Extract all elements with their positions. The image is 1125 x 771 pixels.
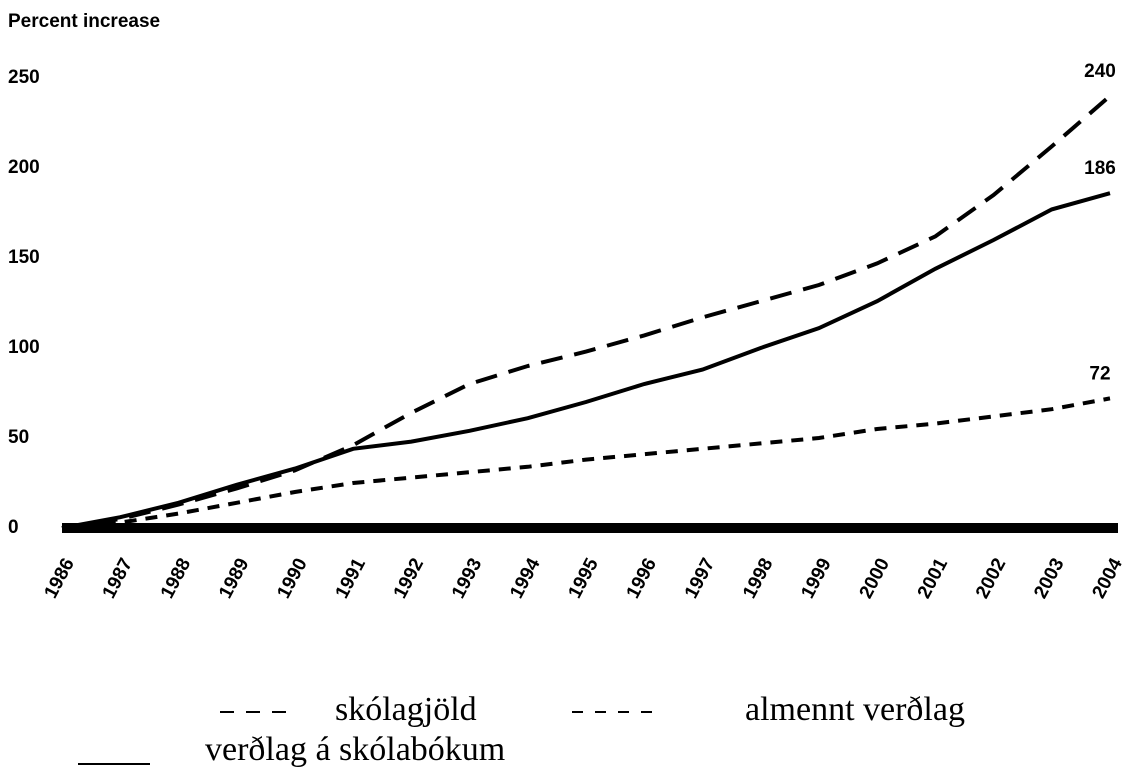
x-tick-label: 1993 [448, 555, 486, 602]
x-tick-label: 1996 [623, 555, 661, 602]
x-tick-label: 1998 [739, 555, 777, 602]
legend-label: almennt verðlag [745, 691, 965, 728]
legend-label: verðlag á skólabókum [205, 731, 505, 768]
x-tick-label: 1987 [99, 555, 137, 602]
y-tick-label: 50 [8, 427, 29, 448]
series-line [61, 94, 1112, 530]
x-tick-label: 2001 [914, 554, 953, 602]
series-line [61, 396, 1111, 530]
y-tick-label: 150 [8, 247, 40, 268]
chart-title: Percent increase [8, 11, 160, 32]
y-tick-label: 250 [8, 67, 40, 88]
x-tick-label: 2002 [972, 555, 1010, 602]
series-line [61, 191, 1111, 530]
x-tick-label: 1992 [390, 555, 428, 602]
x-tick-label: 2000 [856, 555, 894, 602]
x-tick-label: 1999 [797, 555, 835, 602]
x-tick-label: 1995 [564, 554, 603, 602]
end-label: 240 [1084, 61, 1116, 82]
x-tick-label: 2004 [1088, 554, 1125, 602]
x-tick-label: 1988 [157, 555, 195, 602]
x-tick-label: 1997 [681, 555, 719, 602]
end-label: 186 [1084, 158, 1116, 179]
y-tick-label: 100 [8, 337, 40, 358]
y-tick-label: 0 [8, 517, 19, 538]
x-tick-label: 1991 [332, 554, 371, 602]
x-tick-label: 1986 [40, 555, 78, 602]
x-tick-label: 1994 [506, 554, 545, 602]
x-tick-label: 1989 [215, 555, 253, 602]
end-label: 72 [1089, 363, 1110, 384]
y-tick-label: 200 [8, 157, 40, 178]
x-tick-label: 2003 [1030, 555, 1068, 602]
legend-label: skólagjöld [335, 691, 477, 728]
x-tick-label: 1990 [273, 555, 311, 602]
